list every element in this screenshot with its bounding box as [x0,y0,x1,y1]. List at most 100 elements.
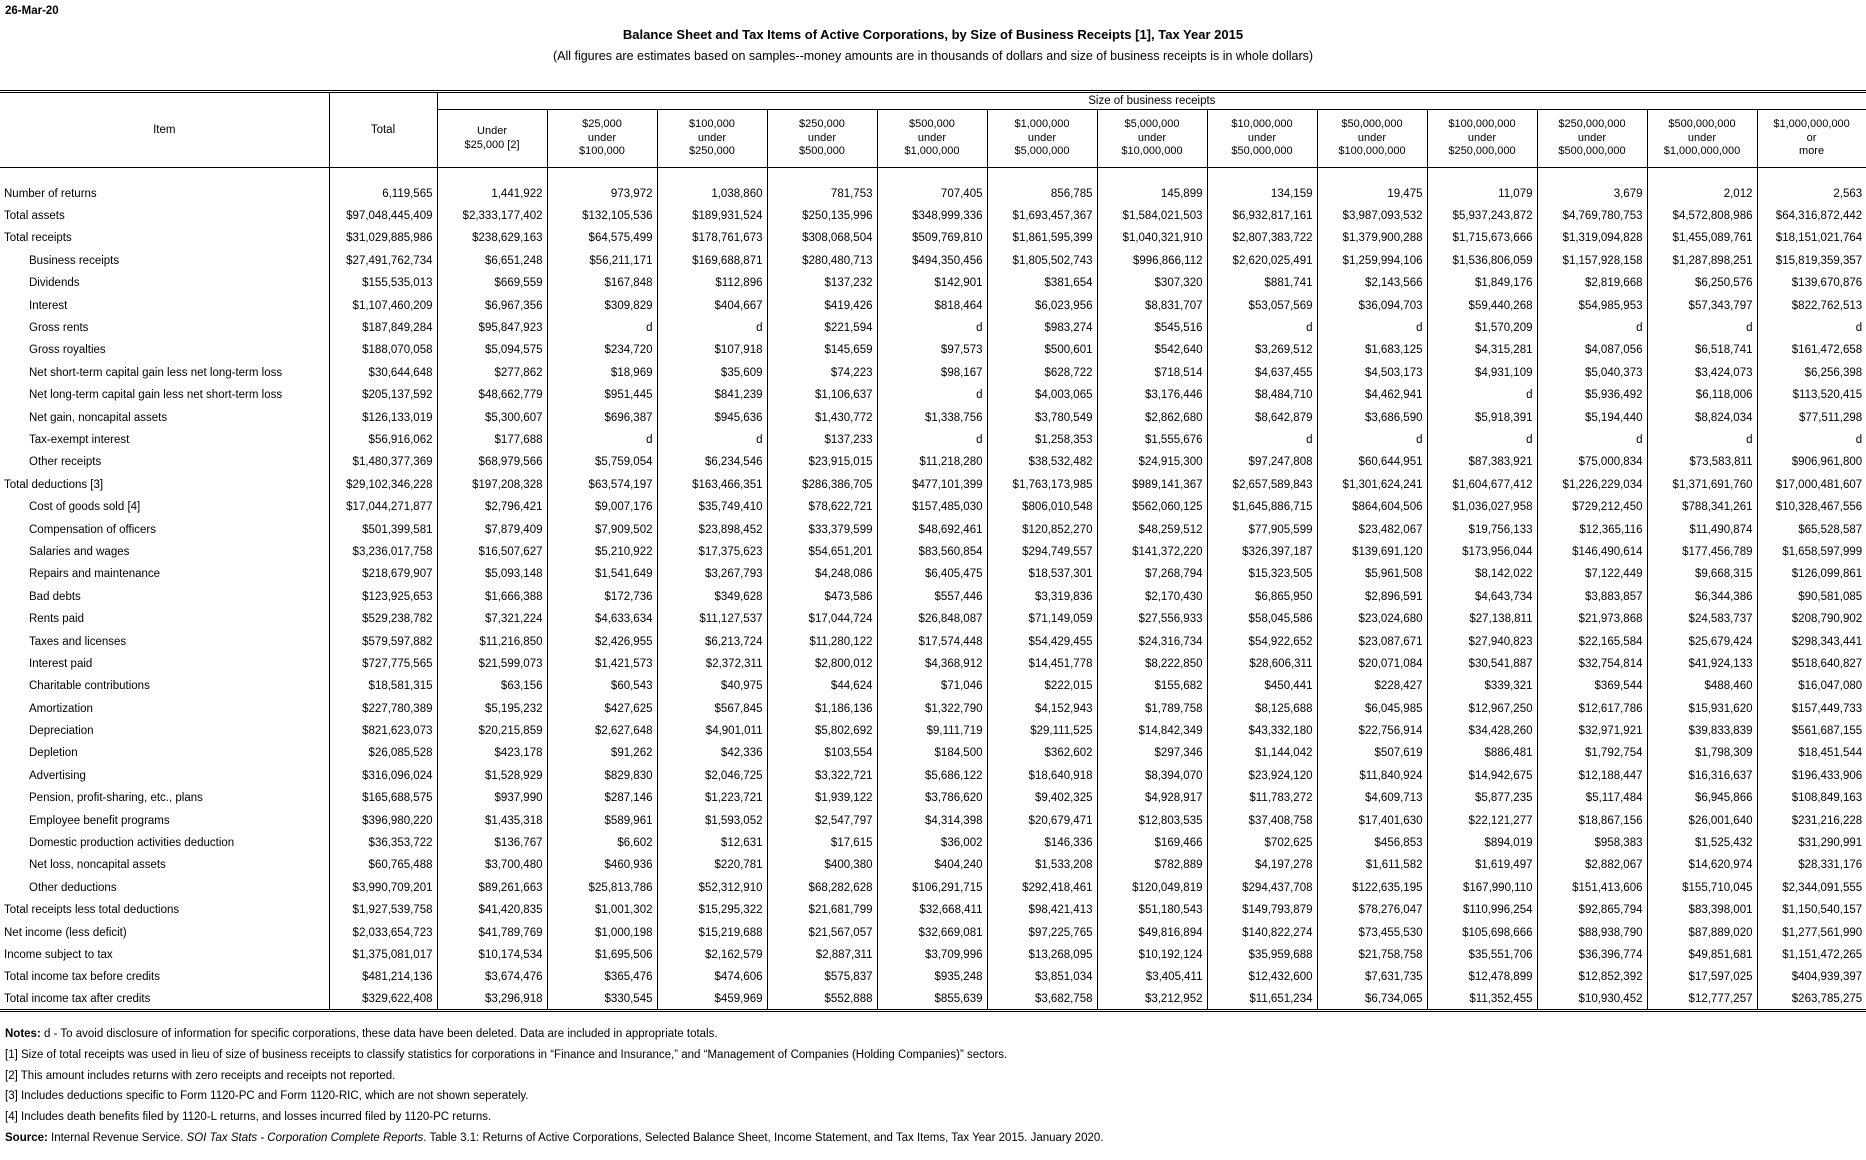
value-cell: $11,218,280 [877,451,988,474]
value-cell: $112,896 [657,272,768,295]
value-cell: $937,990 [437,787,548,810]
value-cell: $5,686,122 [877,764,988,788]
value-cell: $169,466 [1097,831,1208,855]
row-label: Taxes and licenses [0,630,330,653]
value-cell: $3,883,857 [1537,585,1648,608]
value-cell: d [1207,316,1318,340]
value-cell: $365,476 [547,966,658,989]
value-cell: $4,314,398 [877,809,988,832]
value-cell: $5,094,575 [437,339,548,362]
value-cell: 1,441,922 [437,182,548,205]
note-text: d - To avoid disclosure of information f… [40,1028,718,1040]
value-cell: $1,798,309 [1647,742,1758,765]
value-cell: $6,602 [547,831,658,855]
value-cell: $108,849,163 [1791,792,1863,805]
table-row: Income subject to tax $1,375,081,017 $10,1… [0,943,1866,967]
note-text: . Table 3.1: Returns of Active Corporati… [423,1131,1104,1144]
value-cell: $628,722 [987,361,1098,385]
value-cell: $4,637,455 [1207,361,1318,385]
value-cell: $51,180,543 [1097,899,1208,922]
value-cell: $1,000,198 [547,921,658,944]
value-cell: $5,300,607 [437,406,548,429]
value-cell: $218,679,907 [329,563,438,586]
value-cell: $1,322,790 [877,697,988,720]
value-cell: $292,418,461 [987,876,1098,899]
value-cell: $58,045,586 [1207,607,1318,631]
table-row: Tax-exempt interest $56,916,062 $177,688 d d… [0,428,1866,452]
row-label: Amortization [0,697,330,720]
value-cell: $23,915,015 [767,451,878,474]
value-cell: $10,328,467,556 [1775,501,1863,514]
value-cell: $1,533,208 [987,854,1098,877]
value-cell: $1,338,756 [877,406,988,429]
value-cell: $140,822,274 [1207,921,1318,944]
value-cell: $184,500 [877,742,988,765]
note-line: [1] Size of total receipts was used in l… [5,1049,1805,1070]
value-cell: $24,583,737 [1647,607,1758,631]
value-cell: $65,528,587 [1798,523,1863,536]
row-label: Interest paid [0,652,330,676]
spacer-row [0,167,1866,183]
row-label: Income subject to tax [0,943,330,967]
value-cell: $501,399,581 [329,518,438,541]
value-cell: $163,466,351 [657,473,768,496]
value-cell: $1,455,089,761 [1647,227,1758,250]
value-cell: $177,688 [437,428,548,452]
value-cell: $48,662,779 [437,384,548,407]
value-cell: $7,909,502 [547,518,658,541]
value-cell: $22,756,914 [1317,719,1428,743]
row-label: Net loss, noncapital assets [0,854,330,877]
value-cell: $18,581,315 [329,675,438,698]
value-cell: $1,525,432 [1647,831,1758,855]
value-cell: $64,316,872,442 [1775,210,1863,223]
table-row: Net loss, noncapital assets $60,765,488 $3… [0,854,1866,877]
value-cell: $41,420,835 [437,899,548,922]
note-text: [3] Includes deductions specific to Form… [5,1090,529,1103]
value-cell: $1,584,021,503 [1097,204,1208,228]
value-cell: $6,405,475 [877,563,988,586]
value-cell: $126,133,019 [329,406,438,429]
value-cell: $29,102,346,228 [329,473,438,496]
value-cell: $32,754,814 [1537,652,1648,676]
value-cell: $18,151,021,764 [1775,232,1863,245]
value-cell: $1,319,094,828 [1537,227,1648,250]
value-cell: $97,225,765 [987,921,1098,944]
value-cell: $4,931,109 [1427,361,1538,385]
value-cell: $88,938,790 [1537,921,1648,944]
value-cell: $1,287,898,251 [1647,249,1758,273]
value-cell: $12,852,392 [1537,966,1648,989]
value-cell: $2,819,668 [1537,272,1648,295]
note-line: Source: Internal Revenue Service. SOI Ta… [5,1132,1805,1153]
value-cell: $951,445 [547,384,658,407]
value-cell: $12,478,899 [1427,966,1538,989]
value-cell: $146,490,614 [1537,540,1648,564]
value-cell: $1,036,027,958 [1427,495,1538,519]
value-cell: $11,840,924 [1317,764,1428,788]
value-cell: $63,156 [437,675,548,698]
value-cell: 11,079 [1427,182,1538,205]
column-header: $10,000,000 under $50,000,000 [1207,109,1318,168]
value-cell: $71,046 [877,675,988,698]
value-cell: $6,945,866 [1647,787,1758,810]
row-label: Number of returns [0,182,330,205]
row-label: Depletion [0,742,330,765]
value-cell: $349,628 [657,585,768,608]
row-label: Total deductions [3] [0,473,330,496]
value-cell: $19,756,133 [1427,518,1538,541]
table-row: Net short-term capital gain less net lon… [0,361,1866,385]
value-cell: $1,570,209 [1427,316,1538,340]
value-cell: $326,397,187 [1207,540,1318,564]
value-cell: $1,604,677,412 [1427,473,1538,496]
table-body: Number of returns 6,119,565 1,441,922 973,9… [0,167,1866,1011]
value-cell: $316,096,024 [329,764,438,788]
column-header: $5,000,000 under $10,000,000 [1097,109,1208,168]
value-cell: $1,658,597,999 [1782,545,1863,558]
value-cell: $669,559 [437,272,548,295]
value-cell: d [1647,428,1758,452]
value-cell: $37,408,758 [1207,809,1318,832]
column-header: $1,000,000 under $5,000,000 [987,109,1098,168]
row-label: Net short-term capital gain less net lon… [0,361,330,385]
value-cell: $3,322,721 [767,764,878,788]
table-row: Charitable contributions $18,581,315 $63,1… [0,675,1866,698]
value-cell: $221,594 [767,316,878,340]
